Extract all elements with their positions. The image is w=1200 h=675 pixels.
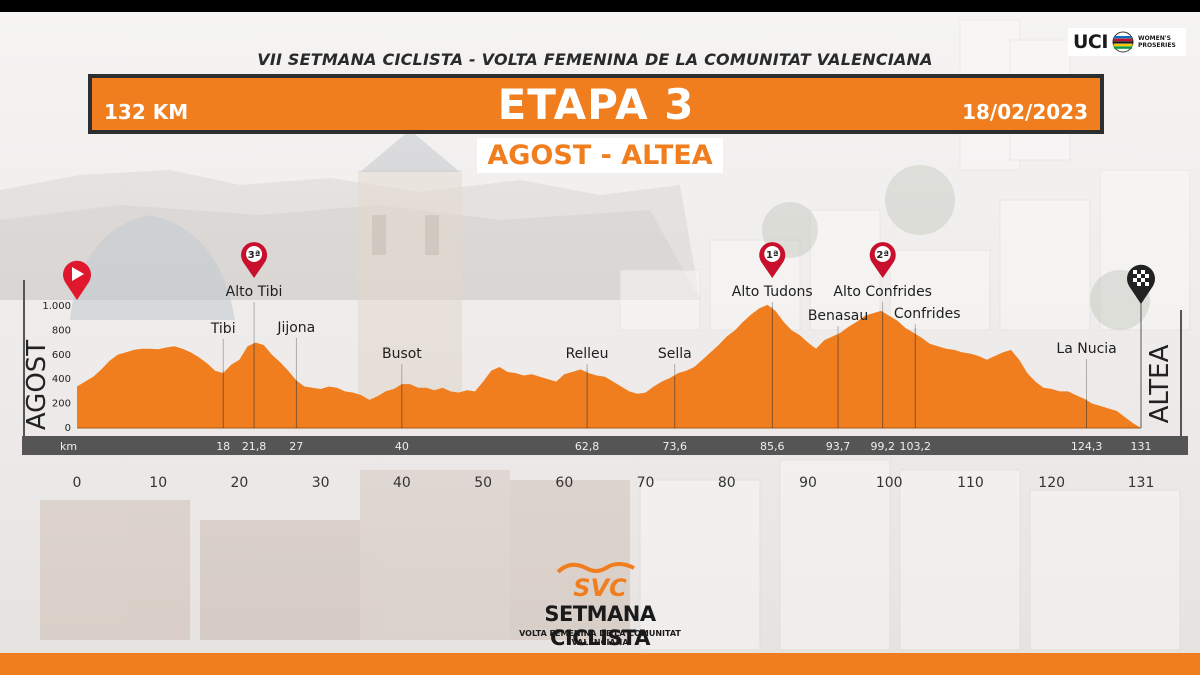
start-play-glyph [72, 267, 84, 281]
point-name-label: Busot [382, 346, 422, 362]
point-name-label: La Nucia [1056, 341, 1116, 357]
y-tick-label: 0 [65, 423, 71, 434]
y-tick-label: 400 [52, 374, 71, 385]
km-marker-label: 99,2 [870, 440, 895, 453]
point-name-label: Alto Tibi [226, 284, 283, 300]
uci-proseries-logo: UCI WOMEN'S PROSERIES [1068, 28, 1186, 56]
uci-logo-sub-womens: WOMEN'S [1137, 35, 1171, 42]
x-tick-label: 30 [312, 475, 330, 491]
x-tick-label: 20 [231, 475, 249, 491]
km-marker-label: 93,7 [826, 440, 851, 453]
km-axis-bar [22, 436, 1188, 455]
logo-brand-name: SETMANA CICLISTA [544, 602, 656, 650]
finish-checker-square [1141, 270, 1145, 274]
kom-marker-icon: 3ª [241, 242, 268, 278]
finish-checker-square [1137, 282, 1141, 286]
kom-category-label: 1ª [766, 250, 779, 261]
finish-checker-square [1133, 278, 1137, 282]
x-tick-label: 110 [957, 475, 984, 491]
race-title: VII SETMANA CICLISTA - VOLTA FEMENINA DE… [257, 50, 933, 69]
km-marker-label: 85,6 [760, 440, 785, 453]
kom-pin-center [764, 246, 781, 262]
point-name-label: Jijona [276, 320, 315, 336]
x-tick-label: 120 [1038, 475, 1065, 491]
start-town-label: AGOST [22, 340, 52, 430]
km-marker-label: 73,6 [663, 440, 688, 453]
uci-logo-subtitle: WOMEN'S PROSERIES [1138, 35, 1176, 49]
svc-logo-mark-icon: SVC [556, 562, 635, 602]
x-tick-label: 60 [555, 475, 573, 491]
km-marker-label: 40 [395, 440, 409, 453]
y-tick-label: 1.000 [42, 301, 71, 312]
point-name-label: Benasau [808, 308, 868, 324]
setmana-ciclista-logo: SVC SETMANA CICLISTA VOLTA FEMENINA DE L… [500, 558, 700, 650]
finish-town-label: ALTEA [1145, 344, 1175, 423]
stage-date: 18/02/2023 [962, 100, 1088, 124]
uci-logo-sub-proseries: PROSERIES [1137, 42, 1176, 49]
kom-pin-center [874, 246, 891, 262]
svc-logo-mark-text: SVC [573, 574, 627, 602]
km-marker-label: 27 [289, 440, 303, 453]
start-marker-icon [63, 260, 91, 300]
kom-pin-center [246, 246, 263, 262]
stage-banner: 132 KM ETAPA 3 18/02/2023 [88, 74, 1104, 134]
x-tick-label: 100 [876, 475, 903, 491]
y-tick-label: 600 [52, 350, 71, 361]
x-tick-label: 90 [799, 475, 817, 491]
km-marker-label: 124,3 [1071, 440, 1103, 453]
route-text: AGOST - ALTEA [477, 138, 723, 173]
km-marker-label: 18 [216, 440, 230, 453]
start-pin-shape [63, 260, 91, 300]
km-marker-label: 62,8 [575, 440, 600, 453]
point-name-label: Relleu [566, 346, 609, 362]
finish-checker-square [1141, 278, 1145, 282]
finish-checker-square [1133, 270, 1137, 274]
kom-marker-icon: 1ª [759, 242, 786, 278]
km-marker-label: 103,2 [899, 440, 931, 453]
elevation-profile-area [77, 304, 1141, 428]
km-marker-label: 131 [1131, 440, 1152, 453]
x-tick-label: 131 [1128, 475, 1155, 491]
x-tick-label: 70 [637, 475, 655, 491]
point-name-label: Sella [658, 346, 692, 362]
stage-number: ETAPA 3 [497, 80, 695, 129]
finish-checker-square [1145, 274, 1149, 278]
uci-rainbow-globe-icon [1112, 31, 1134, 53]
stage-distance: 132 KM [104, 100, 189, 124]
finish-marker-icon [1127, 264, 1155, 304]
logo-tagline: VOLTA FEMENINA DE LA COMUNITAT VALENCIAN… [519, 629, 681, 647]
point-name-label: Tibi [210, 321, 236, 337]
x-tick-label: 0 [73, 475, 82, 491]
x-tick-label: 10 [149, 475, 167, 491]
kom-category-label: 2ª [876, 250, 889, 261]
point-name-label: Alto Tudons [732, 284, 813, 300]
uci-logo-text: UCI [1073, 31, 1108, 53]
point-name-label: Confrides [894, 306, 961, 322]
x-tick-label: 80 [718, 475, 736, 491]
finish-checker-square [1145, 282, 1149, 286]
kom-marker-icon: 2ª [869, 242, 896, 278]
x-tick-label: 50 [474, 475, 492, 491]
km-marker-label: 21,8 [242, 440, 267, 453]
route-label: AGOST - ALTEA [0, 138, 1200, 173]
y-tick-label: 200 [52, 399, 71, 410]
y-tick-label: 800 [52, 325, 71, 336]
x-tick-label: 40 [393, 475, 411, 491]
finish-checker-square [1137, 274, 1141, 278]
point-name-label: Alto Confrides [833, 284, 932, 300]
km-axis-label: km [60, 440, 77, 453]
footer-accent-bar [0, 653, 1200, 675]
kom-category-label: 3ª [248, 250, 261, 261]
